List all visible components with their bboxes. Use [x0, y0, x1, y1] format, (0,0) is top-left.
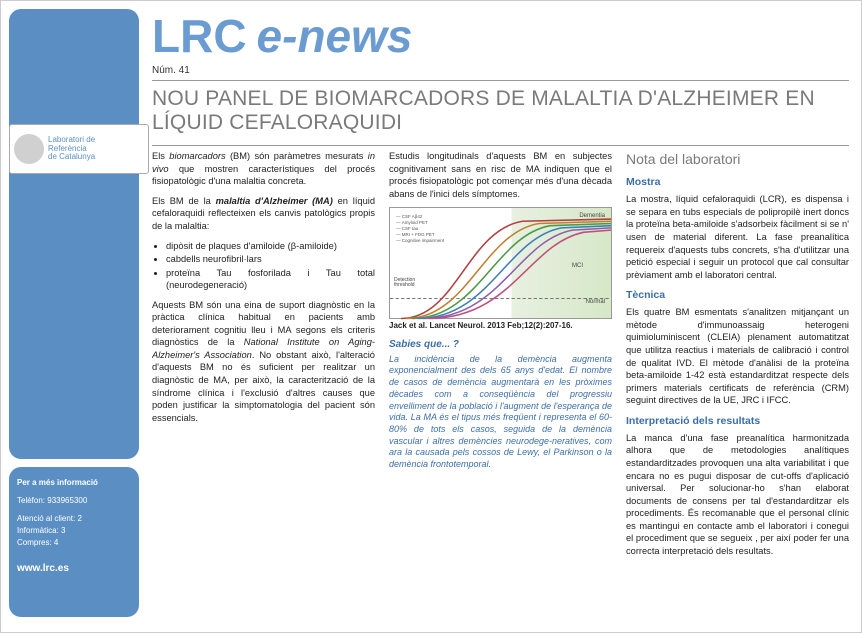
- section-interp-body: La manca d'una fase preanalítica harmoni…: [626, 432, 849, 557]
- chart-label-mci: MCI: [572, 262, 583, 270]
- text: Els: [152, 151, 169, 161]
- columns: Els biomarcadors (BM) són paràmetres mes…: [152, 150, 849, 624]
- website-url: www.lrc.es: [17, 561, 131, 576]
- chart-label-normal: Normal: [586, 298, 605, 306]
- column-1: Els biomarcadors (BM) són paràmetres mes…: [152, 150, 375, 624]
- lab-logo-box: Laboratori de Referència de Catalunya: [9, 124, 149, 174]
- text: (BM) són paràmetres mesurats: [226, 151, 368, 161]
- brand-enews: e-news: [257, 9, 413, 63]
- paragraph: Estudis longitudinals d'aquests BM en su…: [389, 150, 612, 200]
- did-you-know-body: La incidència de la demència augmenta ex…: [389, 354, 612, 471]
- chart-label-threshold: Detection threshold: [394, 278, 415, 288]
- list-item: dipòsit de plaques d'amiloide (β-amiloid…: [166, 240, 375, 253]
- contact-line: Atenció al client: 2: [17, 513, 131, 525]
- sidebar-top-panel: Laboratori de Referència de Catalunya: [9, 9, 139, 459]
- masthead: LRC e-news: [152, 9, 849, 63]
- main-content: LRC e-news Núm. 41 NOU PANEL DE BIOMARCA…: [146, 1, 861, 632]
- list-item: proteïna Tau fosforilada i Tau total (ne…: [166, 267, 375, 292]
- article-headline: NOU PANEL DE BIOMARCADORS DE MALALTIA D'…: [152, 87, 849, 135]
- section-interp-heading: Interpretació dels resultats: [626, 414, 849, 428]
- chart-label-dementia: Dementia: [579, 212, 605, 220]
- sidebar-contact-panel: Per a més informació Telèfon: 933965300 …: [9, 467, 139, 617]
- list-item: cabdells neurofibril·lars: [166, 253, 375, 266]
- section-mostra-heading: Mostra: [626, 175, 849, 189]
- paragraph: Els BM de la malaltia d'Alzheimer (MA) e…: [152, 195, 375, 233]
- text: que mostren característiques del procés …: [152, 164, 375, 187]
- term-ma: malaltia d'Alzheimer (MA): [216, 196, 333, 206]
- paragraph: Aquests BM són una eina de suport diagnò…: [152, 299, 375, 424]
- brand-lrc: LRC: [152, 9, 247, 63]
- section-tecnica-body: Els quatre BM esmentats s'analitzen mitj…: [626, 306, 849, 406]
- lab-logo-text: Laboratori de Referència de Catalunya: [48, 136, 95, 162]
- brain-icon: [14, 134, 44, 164]
- paragraph: Els biomarcadors (BM) són paràmetres mes…: [152, 150, 375, 188]
- contact-line: Compres: 4: [17, 537, 131, 549]
- lab-note-title: Nota del laboratori: [626, 150, 849, 169]
- term-biomarcadors: biomarcadors: [169, 151, 225, 161]
- column-2: Estudis longitudinals d'aquests BM en su…: [389, 150, 612, 624]
- bullet-list: dipòsit de plaques d'amiloide (β-amiloid…: [166, 240, 375, 292]
- sidebar: Laboratori de Referència de Catalunya Pe…: [1, 1, 146, 632]
- text: Els BM de la: [152, 196, 216, 206]
- biomarker-chart: Dementia MCI Normal Detection threshold …: [389, 207, 612, 319]
- section-tecnica-heading: Tècnica: [626, 288, 849, 302]
- did-you-know-heading: Sabies que... ?: [389, 338, 612, 352]
- divider: [152, 80, 849, 81]
- contact-line: Informàtica: 3: [17, 525, 131, 537]
- text: . No obstant això, l'alteració d'aquests…: [152, 350, 375, 423]
- divider: [152, 145, 849, 146]
- page: Laboratori de Referència de Catalunya Pe…: [0, 0, 862, 633]
- contact-phone: Telèfon: 933965300: [17, 495, 131, 507]
- section-mostra-body: La mostra, líquid cefaloraquidi (LCR), e…: [626, 193, 849, 281]
- chart-legend: — CSF Aβ42— Amyloid PET— CSF tau— MRI + …: [396, 214, 444, 243]
- issue-number: Núm. 41: [152, 65, 849, 76]
- contact-header: Per a més informació: [17, 477, 131, 489]
- column-3: Nota del laboratori Mostra La mostra, lí…: [626, 150, 849, 624]
